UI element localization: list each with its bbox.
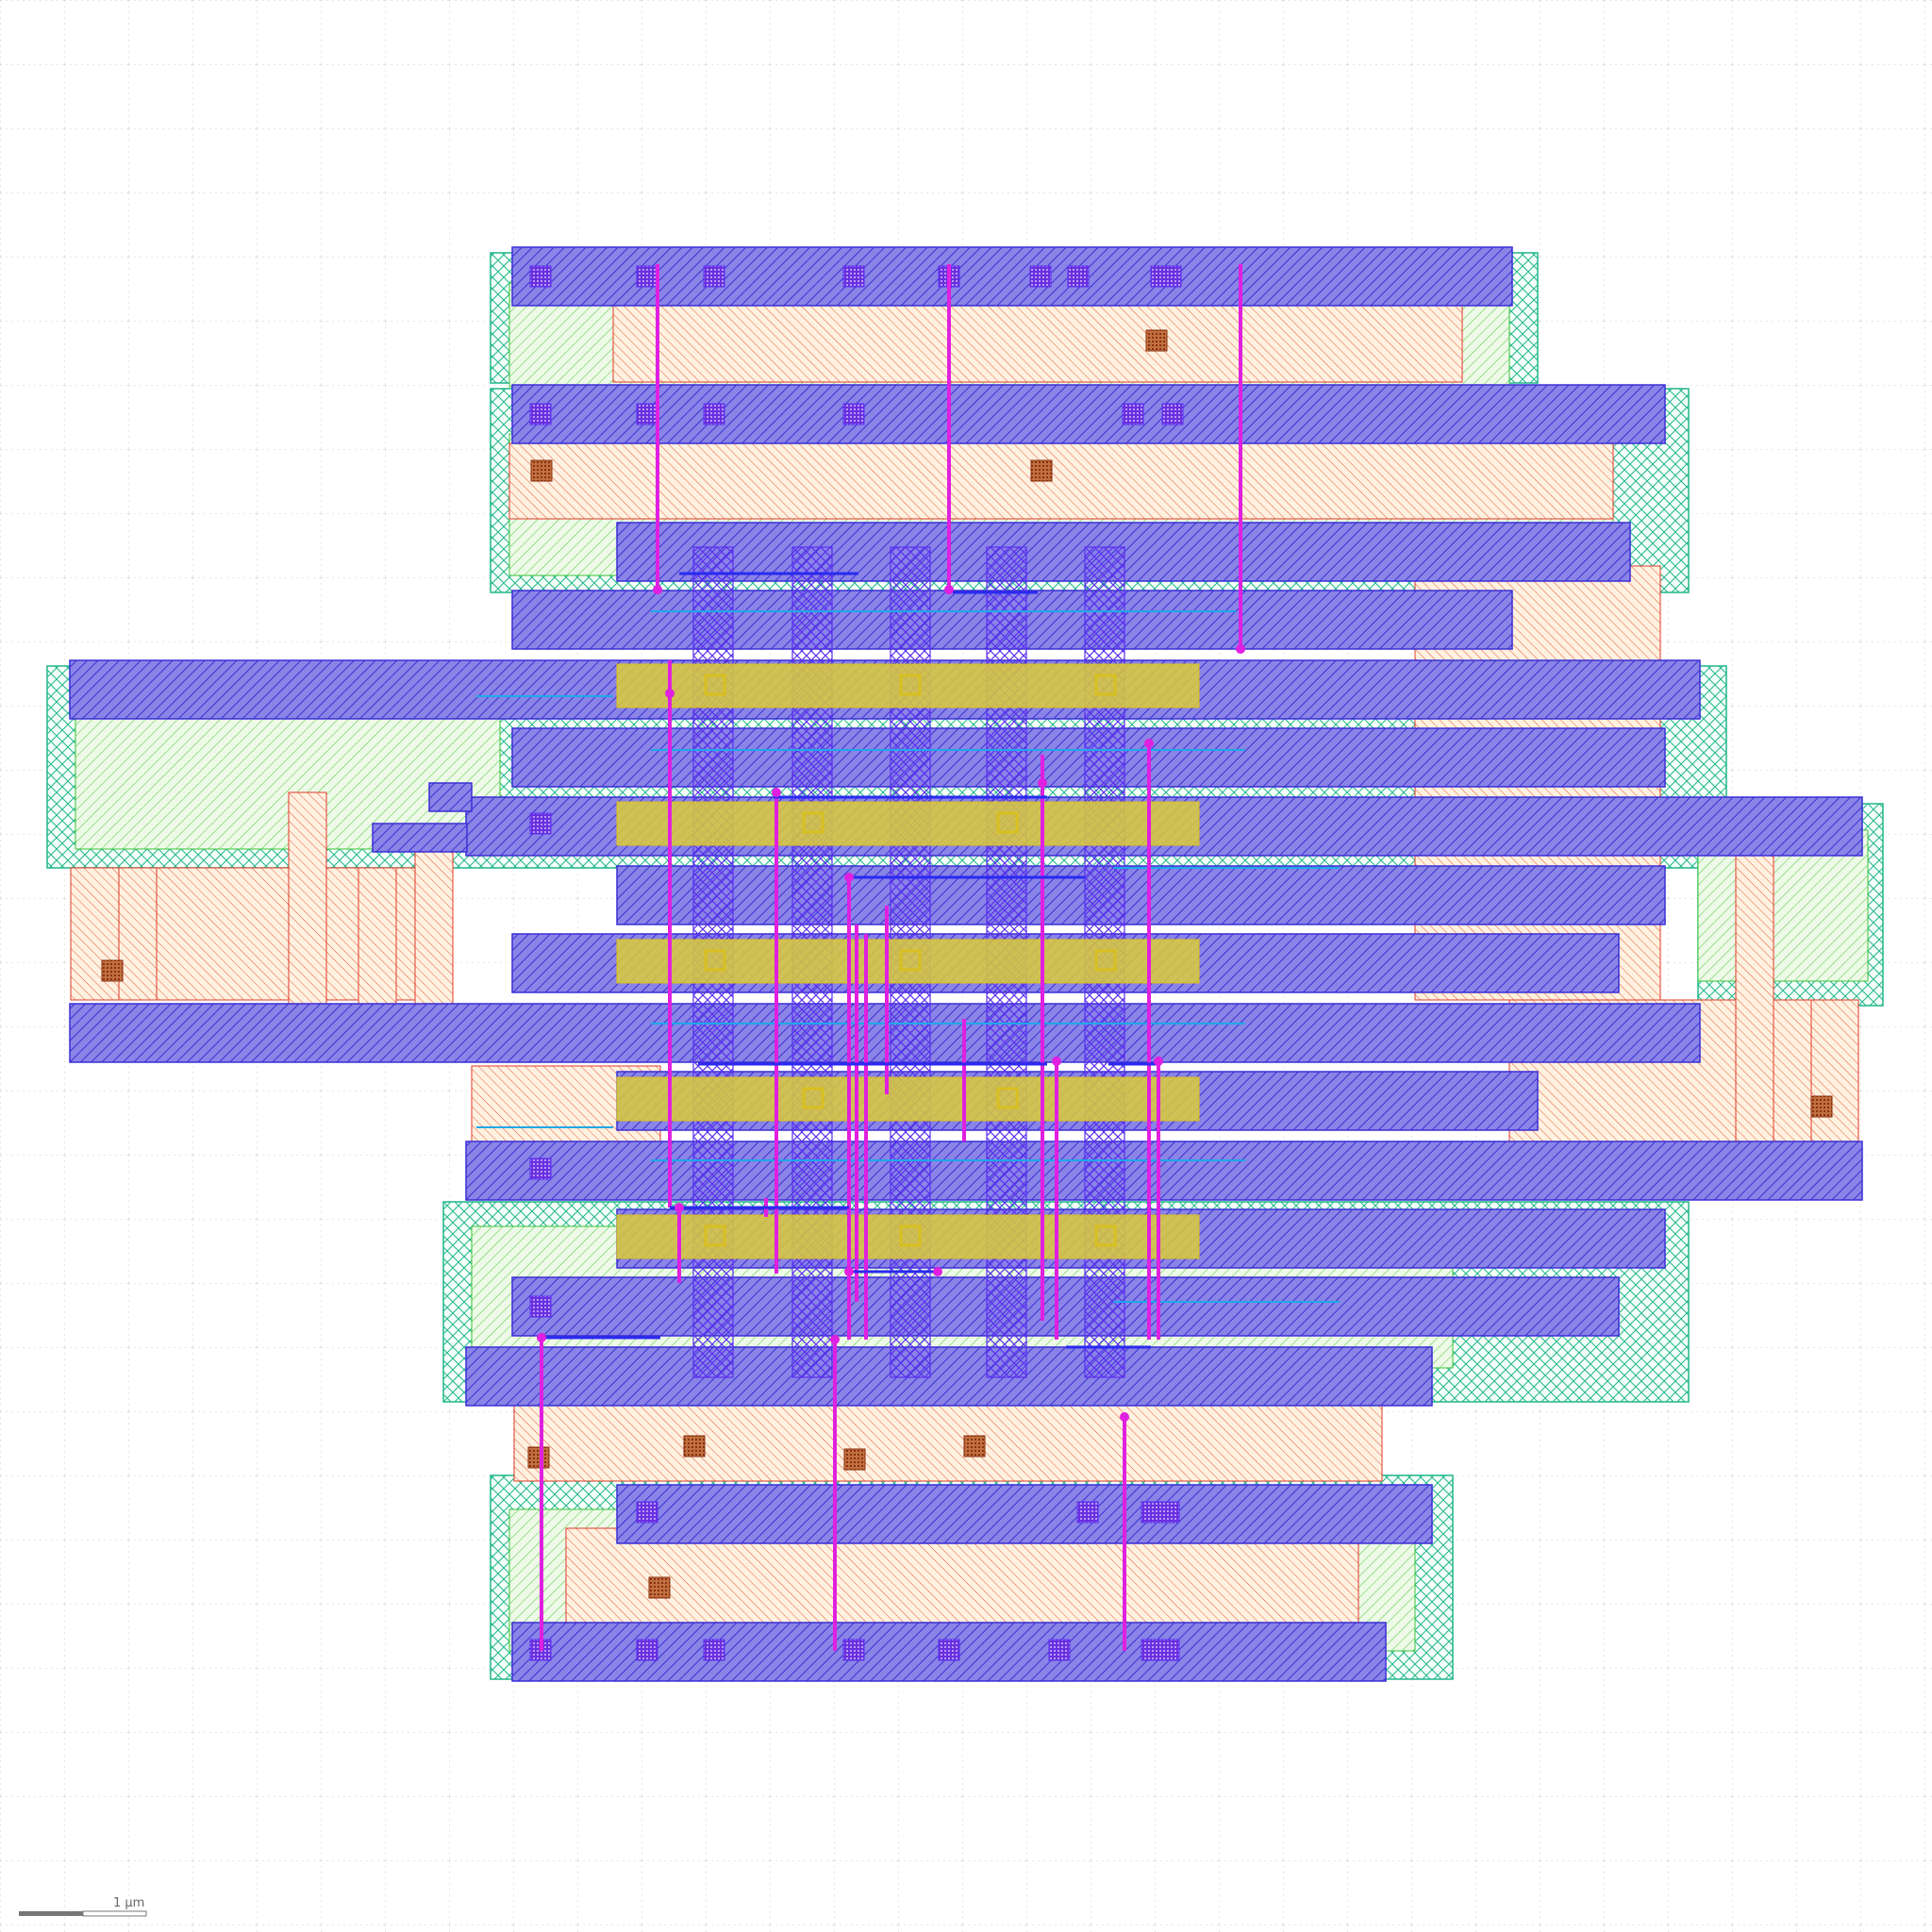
scale-bar-label: 1 μm xyxy=(113,1896,145,1910)
via xyxy=(1048,1639,1071,1661)
via2-dot xyxy=(1144,739,1154,748)
via2-dot xyxy=(933,1267,942,1276)
poly-region xyxy=(118,867,158,1001)
via2-dot xyxy=(772,788,781,797)
metal-rail xyxy=(372,823,468,853)
via xyxy=(529,403,552,425)
via xyxy=(1141,1639,1180,1661)
via2-dot xyxy=(1052,1057,1061,1066)
gate-contact xyxy=(1094,949,1117,972)
poly-region xyxy=(1773,999,1812,1152)
gate-contact xyxy=(899,674,922,696)
scale-bar-light xyxy=(82,1910,147,1917)
gate-stripe xyxy=(616,1214,1200,1259)
via xyxy=(636,1639,658,1661)
via xyxy=(1161,403,1184,425)
gate-stripe xyxy=(616,663,1200,708)
via2-dots xyxy=(537,585,1245,1422)
via xyxy=(636,403,658,425)
gate-stripe xyxy=(616,939,1200,984)
via xyxy=(1067,265,1090,288)
via-layer xyxy=(529,265,1184,1661)
gate-stripe xyxy=(616,801,1200,846)
via xyxy=(1029,265,1052,288)
contact xyxy=(963,1435,986,1457)
via xyxy=(1141,1501,1180,1524)
via2-dot xyxy=(653,585,662,594)
via xyxy=(1076,1501,1099,1524)
metal-rail xyxy=(511,246,1513,307)
contact xyxy=(530,459,553,482)
via2-dot xyxy=(830,1335,840,1344)
via2-dot xyxy=(665,689,675,698)
poly-region xyxy=(508,442,1614,520)
via2-dot xyxy=(944,585,954,594)
poly-region xyxy=(288,791,327,1010)
gate-contact xyxy=(802,811,824,834)
via xyxy=(703,403,725,425)
via2-dot xyxy=(1154,1057,1163,1066)
gate-stripe xyxy=(616,1076,1200,1122)
via2-dot xyxy=(1038,778,1047,788)
via xyxy=(636,265,658,288)
gate-contacts xyxy=(704,674,1117,1247)
poly-region xyxy=(1735,839,1774,1152)
contact xyxy=(527,1446,550,1469)
gate-contact xyxy=(704,1224,726,1247)
metal-rail xyxy=(511,1276,1620,1337)
contact xyxy=(683,1435,706,1457)
gate-contact xyxy=(899,1224,922,1247)
via xyxy=(529,265,552,288)
via xyxy=(938,1639,960,1661)
poly-region xyxy=(358,867,397,1010)
via xyxy=(529,1295,552,1318)
scale-bar xyxy=(19,1910,147,1917)
via2-dot xyxy=(844,1267,854,1276)
contact xyxy=(1030,459,1053,482)
via xyxy=(703,265,725,288)
metal-rail xyxy=(465,1346,1433,1407)
metal-rail xyxy=(616,1484,1433,1544)
via xyxy=(529,1158,552,1180)
metal-rail xyxy=(616,865,1666,925)
gate-layer xyxy=(616,663,1200,1259)
gate-contact xyxy=(899,949,922,972)
via2-dot xyxy=(537,1333,546,1342)
via xyxy=(636,1501,658,1524)
contact-layer xyxy=(101,329,1833,1599)
contact xyxy=(1810,1095,1833,1118)
via xyxy=(703,1639,725,1661)
contact xyxy=(101,959,124,982)
via2-dot xyxy=(1120,1412,1129,1422)
metal-rail xyxy=(511,384,1666,444)
via xyxy=(842,1639,865,1661)
gate-contact xyxy=(1094,1224,1117,1247)
via xyxy=(1150,265,1182,288)
gate-contact xyxy=(704,674,726,696)
metal-rail xyxy=(465,1141,1863,1201)
poly-region xyxy=(414,848,454,1010)
metal-rail xyxy=(428,782,473,812)
gate-contact xyxy=(996,1087,1019,1109)
gate-contact xyxy=(1094,674,1117,696)
contact xyxy=(648,1576,671,1599)
via2-dot xyxy=(844,873,854,882)
metal2-links xyxy=(541,572,1160,1349)
scale-bar-dark xyxy=(19,1911,83,1916)
gate-contact xyxy=(802,1087,824,1109)
gate-contact xyxy=(704,949,726,972)
contact xyxy=(843,1448,866,1471)
poly-region xyxy=(513,1405,1383,1482)
contact xyxy=(1145,329,1168,352)
via2-dot xyxy=(1236,644,1245,654)
via2-dot xyxy=(675,1203,684,1212)
via xyxy=(842,265,865,288)
via xyxy=(529,812,552,835)
via xyxy=(1122,403,1144,425)
gate-contact xyxy=(996,811,1019,834)
via xyxy=(842,403,865,425)
